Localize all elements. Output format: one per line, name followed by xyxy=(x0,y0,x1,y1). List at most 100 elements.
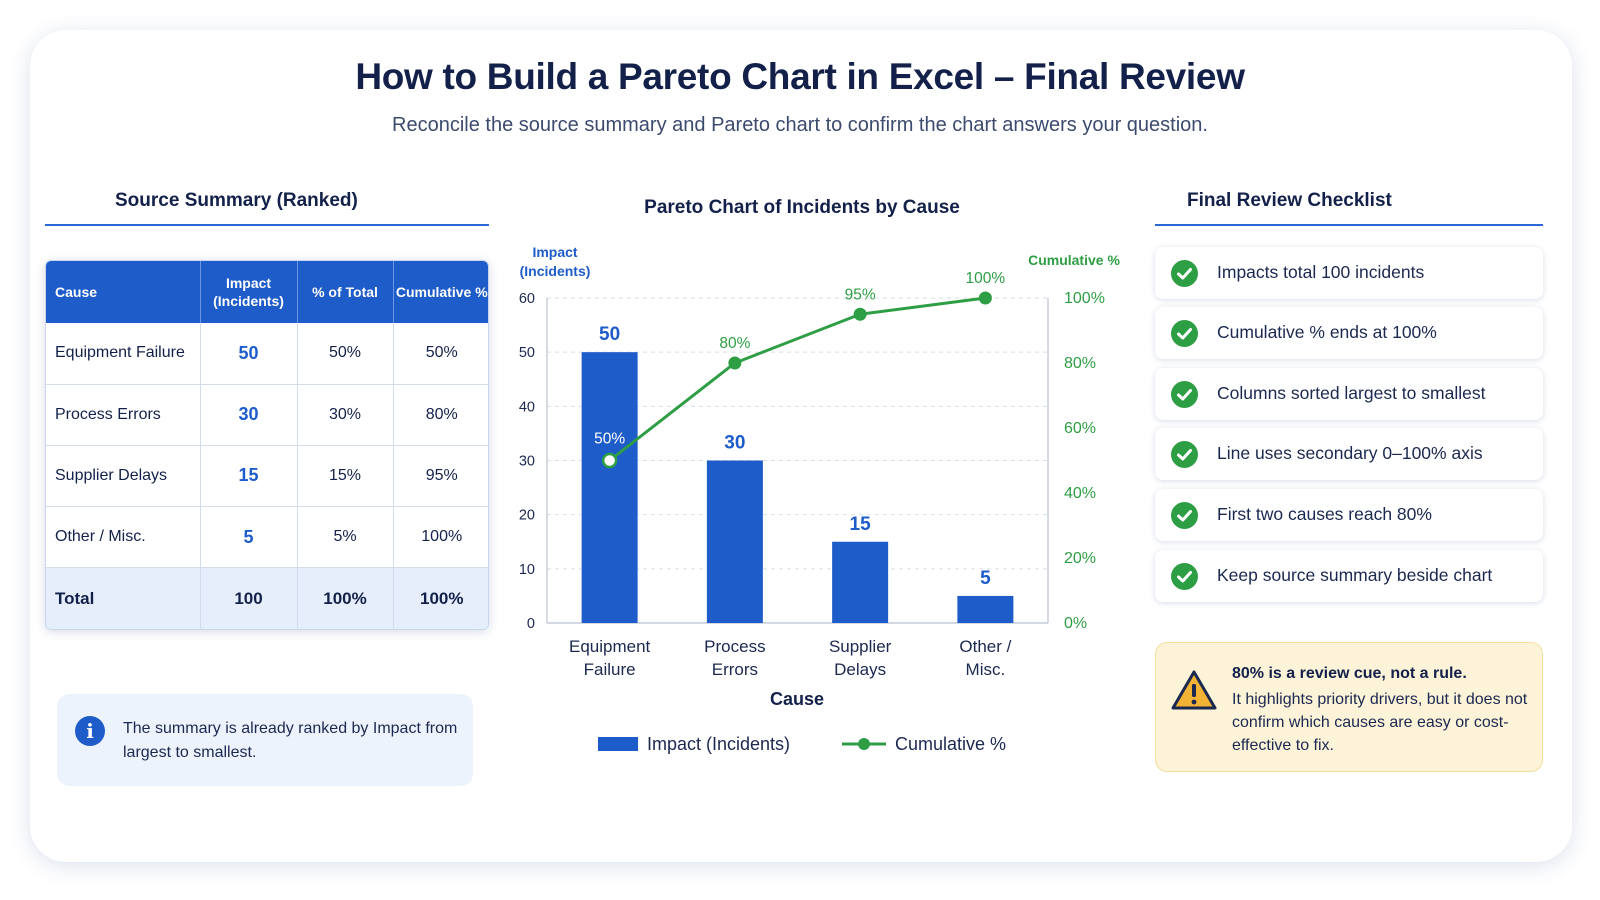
warning-title: 80% is a review cue, not a rule. xyxy=(1232,665,1467,682)
col-header-impact-line1: Impact xyxy=(225,274,272,291)
info-icon: i xyxy=(75,716,105,746)
cell-cause: Supplier Delays xyxy=(46,445,201,508)
x-tick-label: Process xyxy=(704,637,765,656)
warning-text: It highlights priority drivers, but it d… xyxy=(1232,691,1528,754)
y2-tick-label: 100% xyxy=(1064,290,1105,307)
cell-total-label: Total xyxy=(46,567,201,629)
y-tick-label: 40 xyxy=(519,399,535,415)
line-value-label: 50% xyxy=(594,431,625,448)
checklist-item-text: Line uses secondary 0–100% axis xyxy=(1217,443,1483,463)
bar xyxy=(957,595,1014,623)
cumulative-line xyxy=(608,296,986,462)
info-note: i The summary is already ranked by Impac… xyxy=(57,694,473,786)
cell-cause: Process Errors xyxy=(46,384,201,446)
legend-line-label: Cumulative % xyxy=(895,734,1006,754)
line-point xyxy=(853,307,867,321)
checklist-item: Cumulative % ends at 100% xyxy=(1155,307,1543,359)
cell-impact: 30 xyxy=(200,384,298,446)
source-summary-table: Cause Impact (Incidents) % of Total Cumu… xyxy=(45,260,489,630)
legend-bar-swatch xyxy=(598,737,638,751)
checklist-item-text: Impacts total 100 incidents xyxy=(1217,262,1425,282)
y2-tick-label: 40% xyxy=(1064,485,1096,502)
check-circle-icon xyxy=(1171,381,1198,408)
cell-total-pct: 100% xyxy=(297,567,394,629)
cell-pct: 50% xyxy=(297,323,394,385)
bar-value-label: 50 xyxy=(599,324,620,345)
page-title: How to Build a Pareto Chart in Excel – F… xyxy=(355,56,1245,97)
check-circle-icon xyxy=(1171,563,1198,590)
bar xyxy=(706,460,763,623)
cell-cause: Other / Misc. xyxy=(46,506,201,569)
info-note-text: The summary is already ranked by Impact … xyxy=(123,720,458,761)
warning-icon xyxy=(1171,670,1217,710)
table-row: Other / Misc. 5 5% 100% xyxy=(46,506,488,569)
checklist-item: Impacts total 100 incidents xyxy=(1155,247,1543,299)
cell-cumulative: 80% xyxy=(393,384,488,446)
chart-title: Pareto Chart of Incidents by Cause xyxy=(644,197,960,218)
page-subtitle: Reconcile the source summary and Pareto … xyxy=(392,114,1208,136)
x-tick-label: Errors xyxy=(712,660,758,679)
checklist-item: Columns sorted largest to smallest xyxy=(1155,368,1543,420)
legend-line-marker xyxy=(858,738,870,750)
cell-impact: 15 xyxy=(200,445,298,508)
checklist-title: Final Review Checklist xyxy=(1155,190,1543,226)
warning-callout: 80% is a review cue, not a rule. It high… xyxy=(1155,642,1543,772)
cell-total-cumulative: 100% xyxy=(393,567,488,629)
cell-pct: 15% xyxy=(297,445,394,508)
check-circle-icon xyxy=(1171,441,1198,468)
cell-pct: 30% xyxy=(297,384,394,446)
table-header-row: Cause Impact (Incidents) % of Total Cumu… xyxy=(46,261,488,323)
checklist-item-text: Columns sorted largest to smallest xyxy=(1217,383,1486,403)
cell-cumulative: 100% xyxy=(393,506,488,569)
checklist-item: Keep source summary beside chart xyxy=(1155,550,1543,602)
col-header-pct-total: % of Total xyxy=(297,261,394,323)
x-tick-label: Equipment xyxy=(569,637,651,656)
cell-pct: 5% xyxy=(297,506,394,569)
table-row: Supplier Delays 15 15% 95% xyxy=(46,445,488,508)
col-header-impact: Impact (Incidents) xyxy=(200,261,298,323)
line-value-label: 95% xyxy=(845,286,876,303)
col-header-cause: Cause xyxy=(46,261,201,323)
x-tick-label: Misc. xyxy=(966,660,1006,679)
x-tick-label: Other / xyxy=(959,637,1011,656)
x-tick-label: Delays xyxy=(834,660,886,679)
bar-value-label: 15 xyxy=(850,514,872,535)
line-value-label: 80% xyxy=(719,335,750,352)
bar-value-label: 30 xyxy=(724,433,745,454)
y2-tick-label: 80% xyxy=(1064,355,1096,372)
y-tick-label: 10 xyxy=(519,562,535,578)
y-tick-label: 50 xyxy=(519,345,535,361)
cell-impact: 5 xyxy=(200,506,298,569)
y2-tick-label: 0% xyxy=(1064,615,1087,632)
line-point xyxy=(728,356,742,370)
check-circle-icon xyxy=(1171,502,1198,529)
x-tick-label: Supplier xyxy=(829,637,892,656)
col-header-cumulative: Cumulative % xyxy=(393,261,488,323)
legend-bar-label: Impact (Incidents) xyxy=(647,734,790,754)
checklist-item-text: First two causes reach 80% xyxy=(1217,504,1432,524)
y2-tick-label: 20% xyxy=(1064,550,1096,567)
x-tick-label: Failure xyxy=(584,660,636,679)
table-total-row: Total 100 100% 100% xyxy=(46,567,488,629)
cell-total-impact: 100 xyxy=(200,567,298,629)
checklist-item: First two causes reach 80% xyxy=(1155,489,1543,541)
y2-axis-title: Cumulative % xyxy=(1028,252,1120,268)
bar xyxy=(581,352,638,623)
x-axis-title: Cause xyxy=(770,689,824,709)
y-tick-label: 60 xyxy=(519,291,535,307)
line-value-label: 100% xyxy=(966,270,1006,287)
table-row: Equipment Failure 50 50% 50% xyxy=(46,323,488,385)
bar xyxy=(832,541,889,623)
y-axis-title: Impact xyxy=(532,244,577,260)
checklist-item-text: Cumulative % ends at 100% xyxy=(1217,322,1437,342)
line-point xyxy=(601,452,618,469)
cell-cause: Equipment Failure xyxy=(46,323,201,385)
check-circle-icon xyxy=(1171,320,1198,347)
y-axis-title: (Incidents) xyxy=(520,263,591,279)
line-point xyxy=(978,291,992,305)
y-tick-label: 20 xyxy=(519,508,535,524)
source-summary-title: Source Summary (Ranked) xyxy=(45,190,489,226)
checklist-item: Line uses secondary 0–100% axis xyxy=(1155,428,1543,480)
y2-tick-label: 60% xyxy=(1064,420,1096,437)
